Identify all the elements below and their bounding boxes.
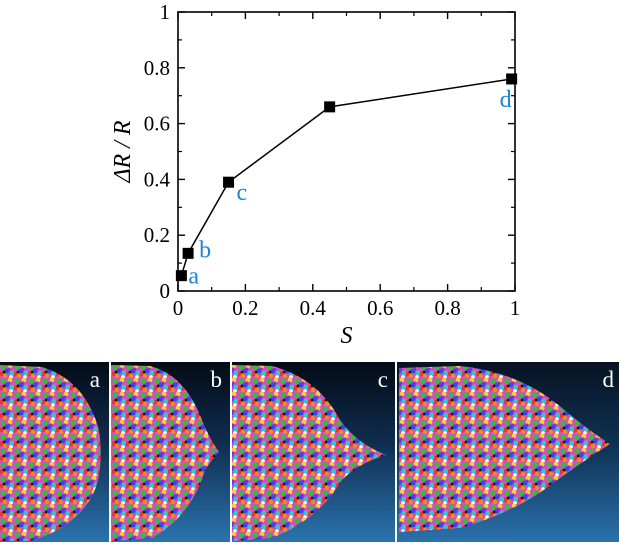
data-point-marker — [324, 101, 336, 113]
point-label-c: c — [237, 180, 248, 206]
y-tick-label: 0.4 — [144, 167, 171, 191]
series-group: ab c d — [175, 73, 518, 290]
data-point-marker — [182, 247, 194, 259]
panel-d: d — [397, 362, 619, 542]
panel-label-c: c — [378, 367, 388, 392]
data-point-marker — [175, 270, 187, 282]
x-tick-label: 0.8 — [434, 296, 460, 320]
grain-cluster-image — [232, 365, 387, 541]
panel-label-a: a — [90, 367, 100, 392]
point-label-a: a — [188, 264, 199, 290]
point-label-b: b — [199, 237, 211, 263]
x-tick-label: 1 — [510, 296, 521, 320]
x-tick-label: 0 — [173, 296, 184, 320]
y-tick-label: 0 — [160, 279, 171, 303]
plot-frame — [177, 11, 516, 292]
series-markers — [175, 73, 518, 282]
y-tick-label: 0.8 — [144, 56, 170, 80]
y-tick-label: 0.2 — [144, 223, 170, 247]
simulation-panels: a b c d — [0, 362, 619, 542]
data-point-marker — [223, 176, 235, 188]
x-axis-title: S — [341, 323, 353, 349]
point-labels: ab c d — [188, 87, 511, 290]
x-tick-label: 0.2 — [232, 296, 258, 320]
x-tick-label: 0.6 — [367, 296, 393, 320]
chart-axes: 0 0.2 0.4 0.6 0.8 1 0 0.2 0.4 0.6 0.8 1 S ΔR / R — [110, 0, 520, 349]
x-axis-ticks: 0 0.2 0.4 0.6 0.8 1 — [173, 12, 521, 320]
x-tick-label: 0.4 — [300, 296, 327, 320]
y-tick-label: 0.6 — [144, 112, 170, 136]
panel-c: c — [232, 362, 395, 542]
grain-cluster-image — [0, 365, 101, 541]
panel-b: b — [111, 362, 230, 542]
panel-a: a — [0, 362, 109, 542]
point-label-d: d — [500, 87, 512, 113]
panel-label-b: b — [211, 367, 223, 392]
grain-cluster-image — [399, 366, 610, 532]
y-axis-ticks: 0 0.2 0.4 0.6 0.8 1 — [144, 0, 515, 303]
y-tick-label: 1 — [160, 0, 171, 24]
panel-label-d: d — [603, 367, 615, 392]
grain-cluster-image — [111, 365, 219, 541]
y-axis-title: ΔR / R — [110, 120, 136, 183]
data-point-marker — [506, 73, 518, 85]
